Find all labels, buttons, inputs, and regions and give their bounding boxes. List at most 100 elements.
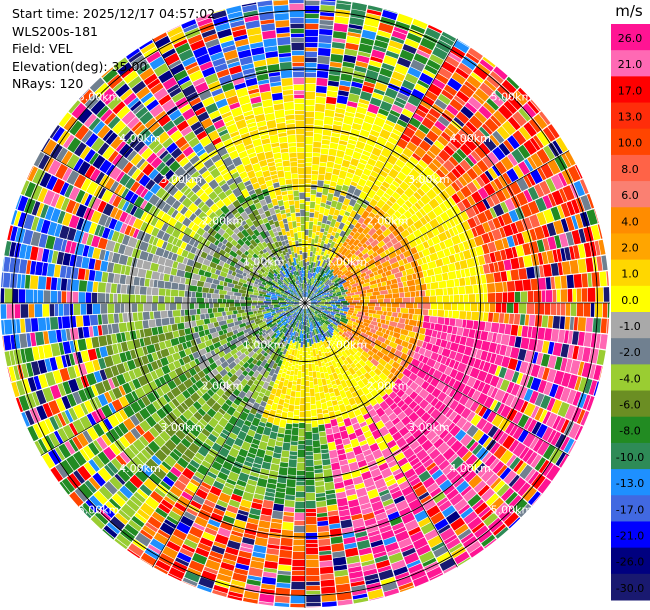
velocity-gate bbox=[86, 281, 94, 292]
velocity-gate bbox=[214, 63, 228, 73]
velocity-gate bbox=[287, 324, 291, 329]
velocity-gate bbox=[151, 271, 161, 280]
velocity-gate bbox=[328, 411, 336, 420]
velocity-gate bbox=[189, 303, 195, 309]
velocity-gate bbox=[287, 221, 293, 230]
velocity-gate bbox=[264, 306, 270, 310]
velocity-gate bbox=[176, 303, 182, 310]
velocity-gate bbox=[416, 49, 430, 59]
velocity-gate bbox=[352, 77, 364, 84]
velocity-gate bbox=[274, 497, 285, 505]
velocity-gate bbox=[54, 264, 61, 278]
velocity-gate bbox=[204, 374, 211, 382]
velocity-gate bbox=[352, 422, 361, 431]
velocity-gate bbox=[288, 200, 295, 206]
velocity-gate bbox=[48, 330, 58, 344]
velocity-gate bbox=[255, 359, 263, 367]
velocity-gate bbox=[369, 596, 384, 601]
velocity-gate bbox=[408, 308, 415, 314]
velocity-gate bbox=[164, 281, 172, 289]
velocity-gate bbox=[403, 432, 412, 440]
velocity-gate bbox=[19, 244, 27, 259]
velocity-gate bbox=[305, 136, 313, 145]
velocity-gate bbox=[38, 374, 49, 389]
velocity-gate bbox=[104, 112, 117, 125]
velocity-gate bbox=[321, 593, 337, 602]
velocity-gate bbox=[303, 266, 305, 270]
velocity-gate bbox=[283, 379, 289, 387]
velocity-gate bbox=[158, 376, 167, 386]
velocity-gate bbox=[93, 440, 103, 452]
velocity-gate bbox=[184, 131, 196, 142]
velocity-gate bbox=[37, 187, 48, 203]
velocity-gate bbox=[537, 327, 546, 340]
velocity-gate bbox=[543, 381, 553, 396]
velocity-gate bbox=[67, 366, 77, 380]
velocity-gate bbox=[296, 333, 299, 337]
velocity-gate bbox=[238, 550, 252, 559]
velocity-gate bbox=[231, 287, 239, 293]
velocity-gate bbox=[328, 239, 333, 244]
velocity-gate bbox=[1, 320, 5, 335]
velocity-gate bbox=[161, 222, 169, 232]
velocity-gate bbox=[273, 345, 280, 353]
velocity-gate bbox=[265, 375, 273, 383]
velocity-gate bbox=[442, 432, 453, 443]
velocity-gate bbox=[58, 112, 72, 128]
velocity-gate bbox=[107, 414, 120, 428]
velocity-gate bbox=[211, 88, 224, 97]
velocity-gate bbox=[333, 309, 340, 312]
velocity-gate bbox=[310, 189, 317, 195]
velocity-gate bbox=[371, 124, 383, 133]
velocity-gate bbox=[294, 314, 300, 322]
velocity-gate bbox=[379, 400, 389, 411]
velocity-gate bbox=[477, 370, 488, 382]
velocity-gate bbox=[119, 211, 129, 223]
velocity-gate bbox=[196, 280, 205, 287]
velocity-gate bbox=[392, 406, 403, 416]
velocity-gate bbox=[306, 543, 318, 548]
velocity-gate bbox=[290, 296, 296, 300]
velocity-gate bbox=[128, 51, 143, 63]
velocity-gate bbox=[358, 547, 372, 556]
velocity-gate bbox=[492, 332, 497, 343]
velocity-gate bbox=[59, 367, 71, 382]
velocity-gate bbox=[283, 259, 287, 264]
velocity-gate bbox=[128, 381, 136, 391]
velocity-gate bbox=[238, 150, 248, 159]
velocity-gate bbox=[272, 314, 280, 320]
velocity-gate bbox=[292, 241, 296, 246]
velocity-gate bbox=[53, 414, 63, 428]
velocity-gate bbox=[314, 465, 323, 470]
velocity-gate bbox=[151, 511, 165, 524]
velocity-gate bbox=[489, 303, 496, 313]
velocity-gate bbox=[271, 174, 278, 180]
velocity-gate bbox=[191, 279, 198, 286]
velocity-gate bbox=[93, 423, 105, 437]
velocity-gate bbox=[227, 282, 235, 288]
velocity-gate bbox=[180, 126, 193, 137]
velocity-gate bbox=[241, 306, 246, 310]
velocity-gate bbox=[258, 290, 267, 295]
velocity-gate bbox=[359, 440, 368, 446]
velocity-gate bbox=[450, 440, 463, 453]
velocity-gate bbox=[156, 396, 168, 408]
velocity-gate bbox=[188, 238, 196, 246]
velocity-gate bbox=[305, 423, 312, 432]
velocity-gate bbox=[269, 322, 277, 328]
velocity-gate bbox=[290, 603, 305, 608]
velocity-gate bbox=[150, 245, 158, 255]
velocity-gate bbox=[483, 396, 495, 409]
velocity-gate bbox=[205, 240, 211, 247]
velocity-gate bbox=[302, 289, 305, 298]
velocity-gate bbox=[173, 377, 182, 386]
velocity-gate bbox=[437, 303, 444, 310]
velocity-gate bbox=[322, 215, 328, 224]
velocity-gate bbox=[305, 144, 313, 153]
velocity-gate bbox=[344, 344, 350, 350]
velocity-gate bbox=[429, 448, 441, 460]
velocity-gate bbox=[347, 494, 358, 501]
velocity-gate bbox=[308, 334, 311, 339]
velocity-gate bbox=[572, 391, 582, 406]
velocity-gate bbox=[261, 261, 268, 268]
